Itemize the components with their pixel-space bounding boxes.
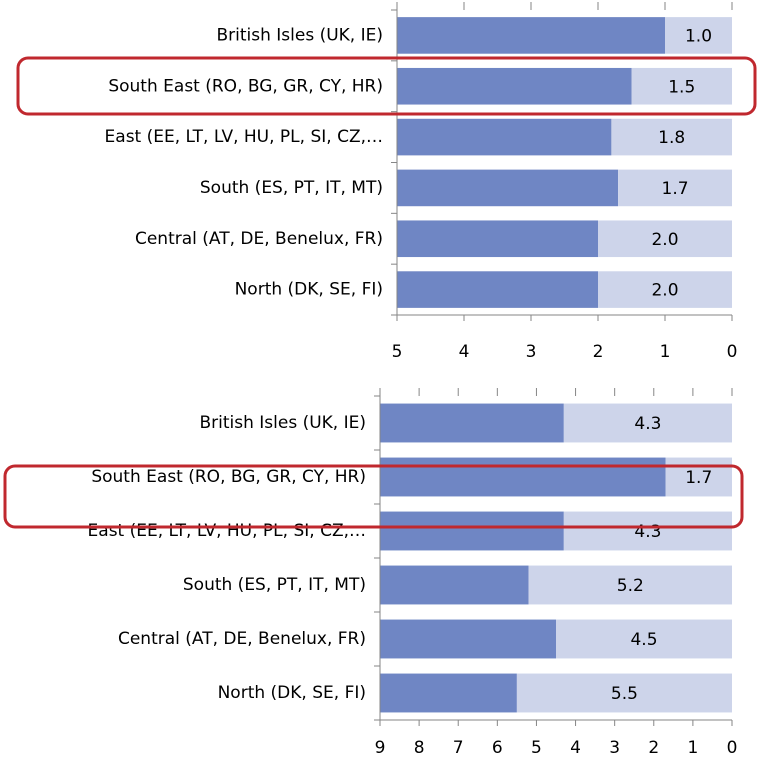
- bar: [516, 673, 732, 713]
- x-tick-label: 5: [531, 738, 542, 758]
- data-label: 5.2: [617, 576, 644, 596]
- y-tick-label: South East (RO, BG, GR, CY, HR): [108, 76, 383, 96]
- data-label: 4.3: [634, 522, 661, 542]
- y-tick-label: East (EE, LT, LV, HU, PL, SI, CZ,…: [88, 521, 366, 541]
- highlight-box: [16, 56, 757, 116]
- bar-remainder: [380, 673, 517, 713]
- bar-remainder: [380, 457, 666, 497]
- y-tick-label: South East (RO, BG, GR, CY, HR): [91, 467, 366, 487]
- x-tick-label: 1: [660, 342, 671, 362]
- bar: [631, 67, 732, 105]
- x-tick-label: 2: [648, 738, 659, 758]
- bar-remainder: [380, 511, 564, 551]
- y-tick-label: North (DK, SE, FI): [218, 683, 366, 703]
- x-tick-label: 3: [609, 738, 620, 758]
- data-label: 1.7: [685, 468, 712, 488]
- data-label: 1.8: [658, 128, 685, 148]
- x-tick-label: 0: [727, 738, 738, 758]
- bar: [665, 457, 732, 497]
- data-label: 4.3: [634, 414, 661, 434]
- y-tick-label: East (EE, LT, LV, HU, PL, SI, CZ,…: [105, 127, 383, 147]
- highlight-box: [3, 464, 744, 529]
- y-tick-label: British Isles (UK, IE): [216, 25, 383, 45]
- bar: [598, 271, 732, 308]
- x-tick-label: 7: [453, 738, 464, 758]
- bar: [611, 118, 732, 156]
- bar: [598, 220, 732, 258]
- bar: [618, 169, 732, 207]
- bar-remainder: [397, 169, 619, 207]
- bar: [665, 17, 732, 54]
- x-tick-label: 6: [492, 738, 503, 758]
- bar-remainder: [397, 271, 598, 308]
- data-label: 1.7: [662, 179, 689, 199]
- data-label: 2.0: [651, 230, 678, 250]
- x-tick-label: 5: [392, 342, 403, 362]
- x-tick-label: 4: [570, 738, 581, 758]
- bar-remainder: [380, 565, 529, 605]
- x-tick-label: 8: [414, 738, 425, 758]
- data-label: 5.5: [611, 684, 638, 704]
- bar-remainder: [397, 67, 632, 105]
- y-tick-label: South (ES, PT, IT, MT): [200, 178, 383, 198]
- y-tick-label: Central (AT, DE, Benelux, FR): [135, 229, 383, 249]
- bar: [563, 403, 732, 443]
- data-label: 4.5: [630, 630, 657, 650]
- bar: [556, 619, 732, 659]
- bar: [528, 565, 732, 605]
- x-tick-label: 1: [687, 738, 698, 758]
- y-tick-label: British Isles (UK, IE): [199, 413, 366, 433]
- x-tick-label: 0: [727, 342, 738, 362]
- x-tick-label: 2: [593, 342, 604, 362]
- y-tick-label: South (ES, PT, IT, MT): [183, 575, 366, 595]
- y-tick-label: Central (AT, DE, Benelux, FR): [118, 629, 366, 649]
- x-tick-label: 9: [375, 738, 386, 758]
- bar-remainder: [397, 118, 612, 156]
- bar-remainder: [380, 403, 564, 443]
- y-tick-label: North (DK, SE, FI): [235, 280, 383, 300]
- x-tick-label: 3: [526, 342, 537, 362]
- bar-remainder: [397, 220, 598, 258]
- bar: [563, 511, 732, 551]
- data-label: 1.5: [668, 77, 695, 97]
- bar-remainder: [380, 619, 556, 659]
- data-label: 2.0: [651, 281, 678, 301]
- bar-remainder: [397, 17, 665, 54]
- x-tick-label: 4: [459, 342, 470, 362]
- data-label: 1.0: [685, 26, 712, 46]
